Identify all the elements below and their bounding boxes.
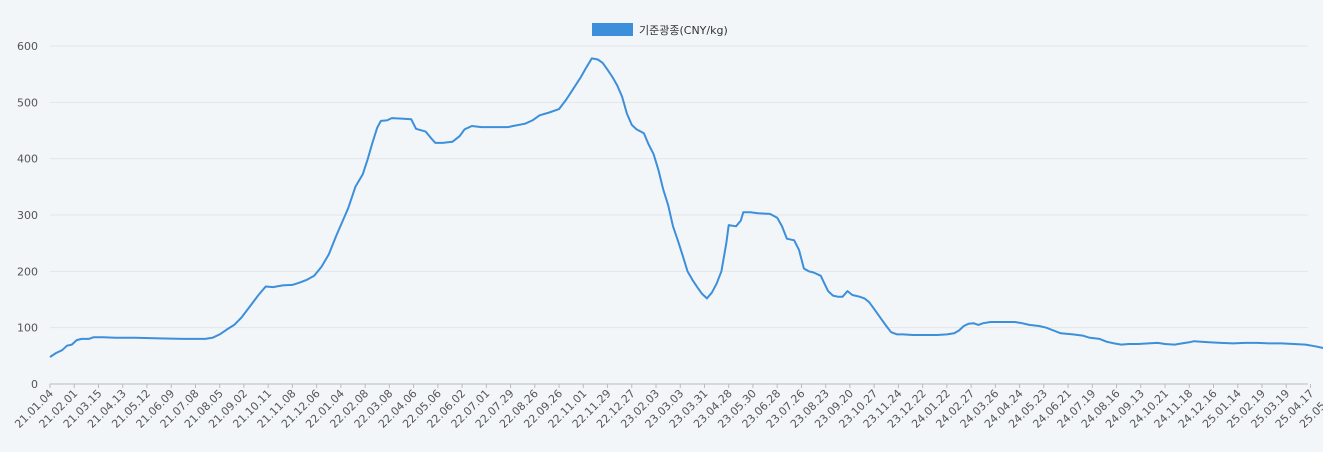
gridlines [50,45,1308,329]
series-group [49,57,1323,358]
y-tick-label: 600 [17,40,38,53]
legend[interactable]: 기준광종(CNY/kg) [592,23,728,37]
y-tick-label: 500 [17,96,38,109]
y-tick-label: 400 [17,153,38,166]
legend-label[interactable]: 기준광종(CNY/kg) [639,24,728,37]
y-tick-label: 100 [17,322,38,335]
y-axis-ticks: 0 100 200 300 400 500 600 [17,40,38,391]
series-line-0[interactable] [49,57,1323,358]
y-tick-label: 300 [17,209,38,222]
y-tick-label: 200 [17,265,38,278]
legend-swatch[interactable] [592,23,633,36]
y-tick-label: 0 [31,378,38,391]
